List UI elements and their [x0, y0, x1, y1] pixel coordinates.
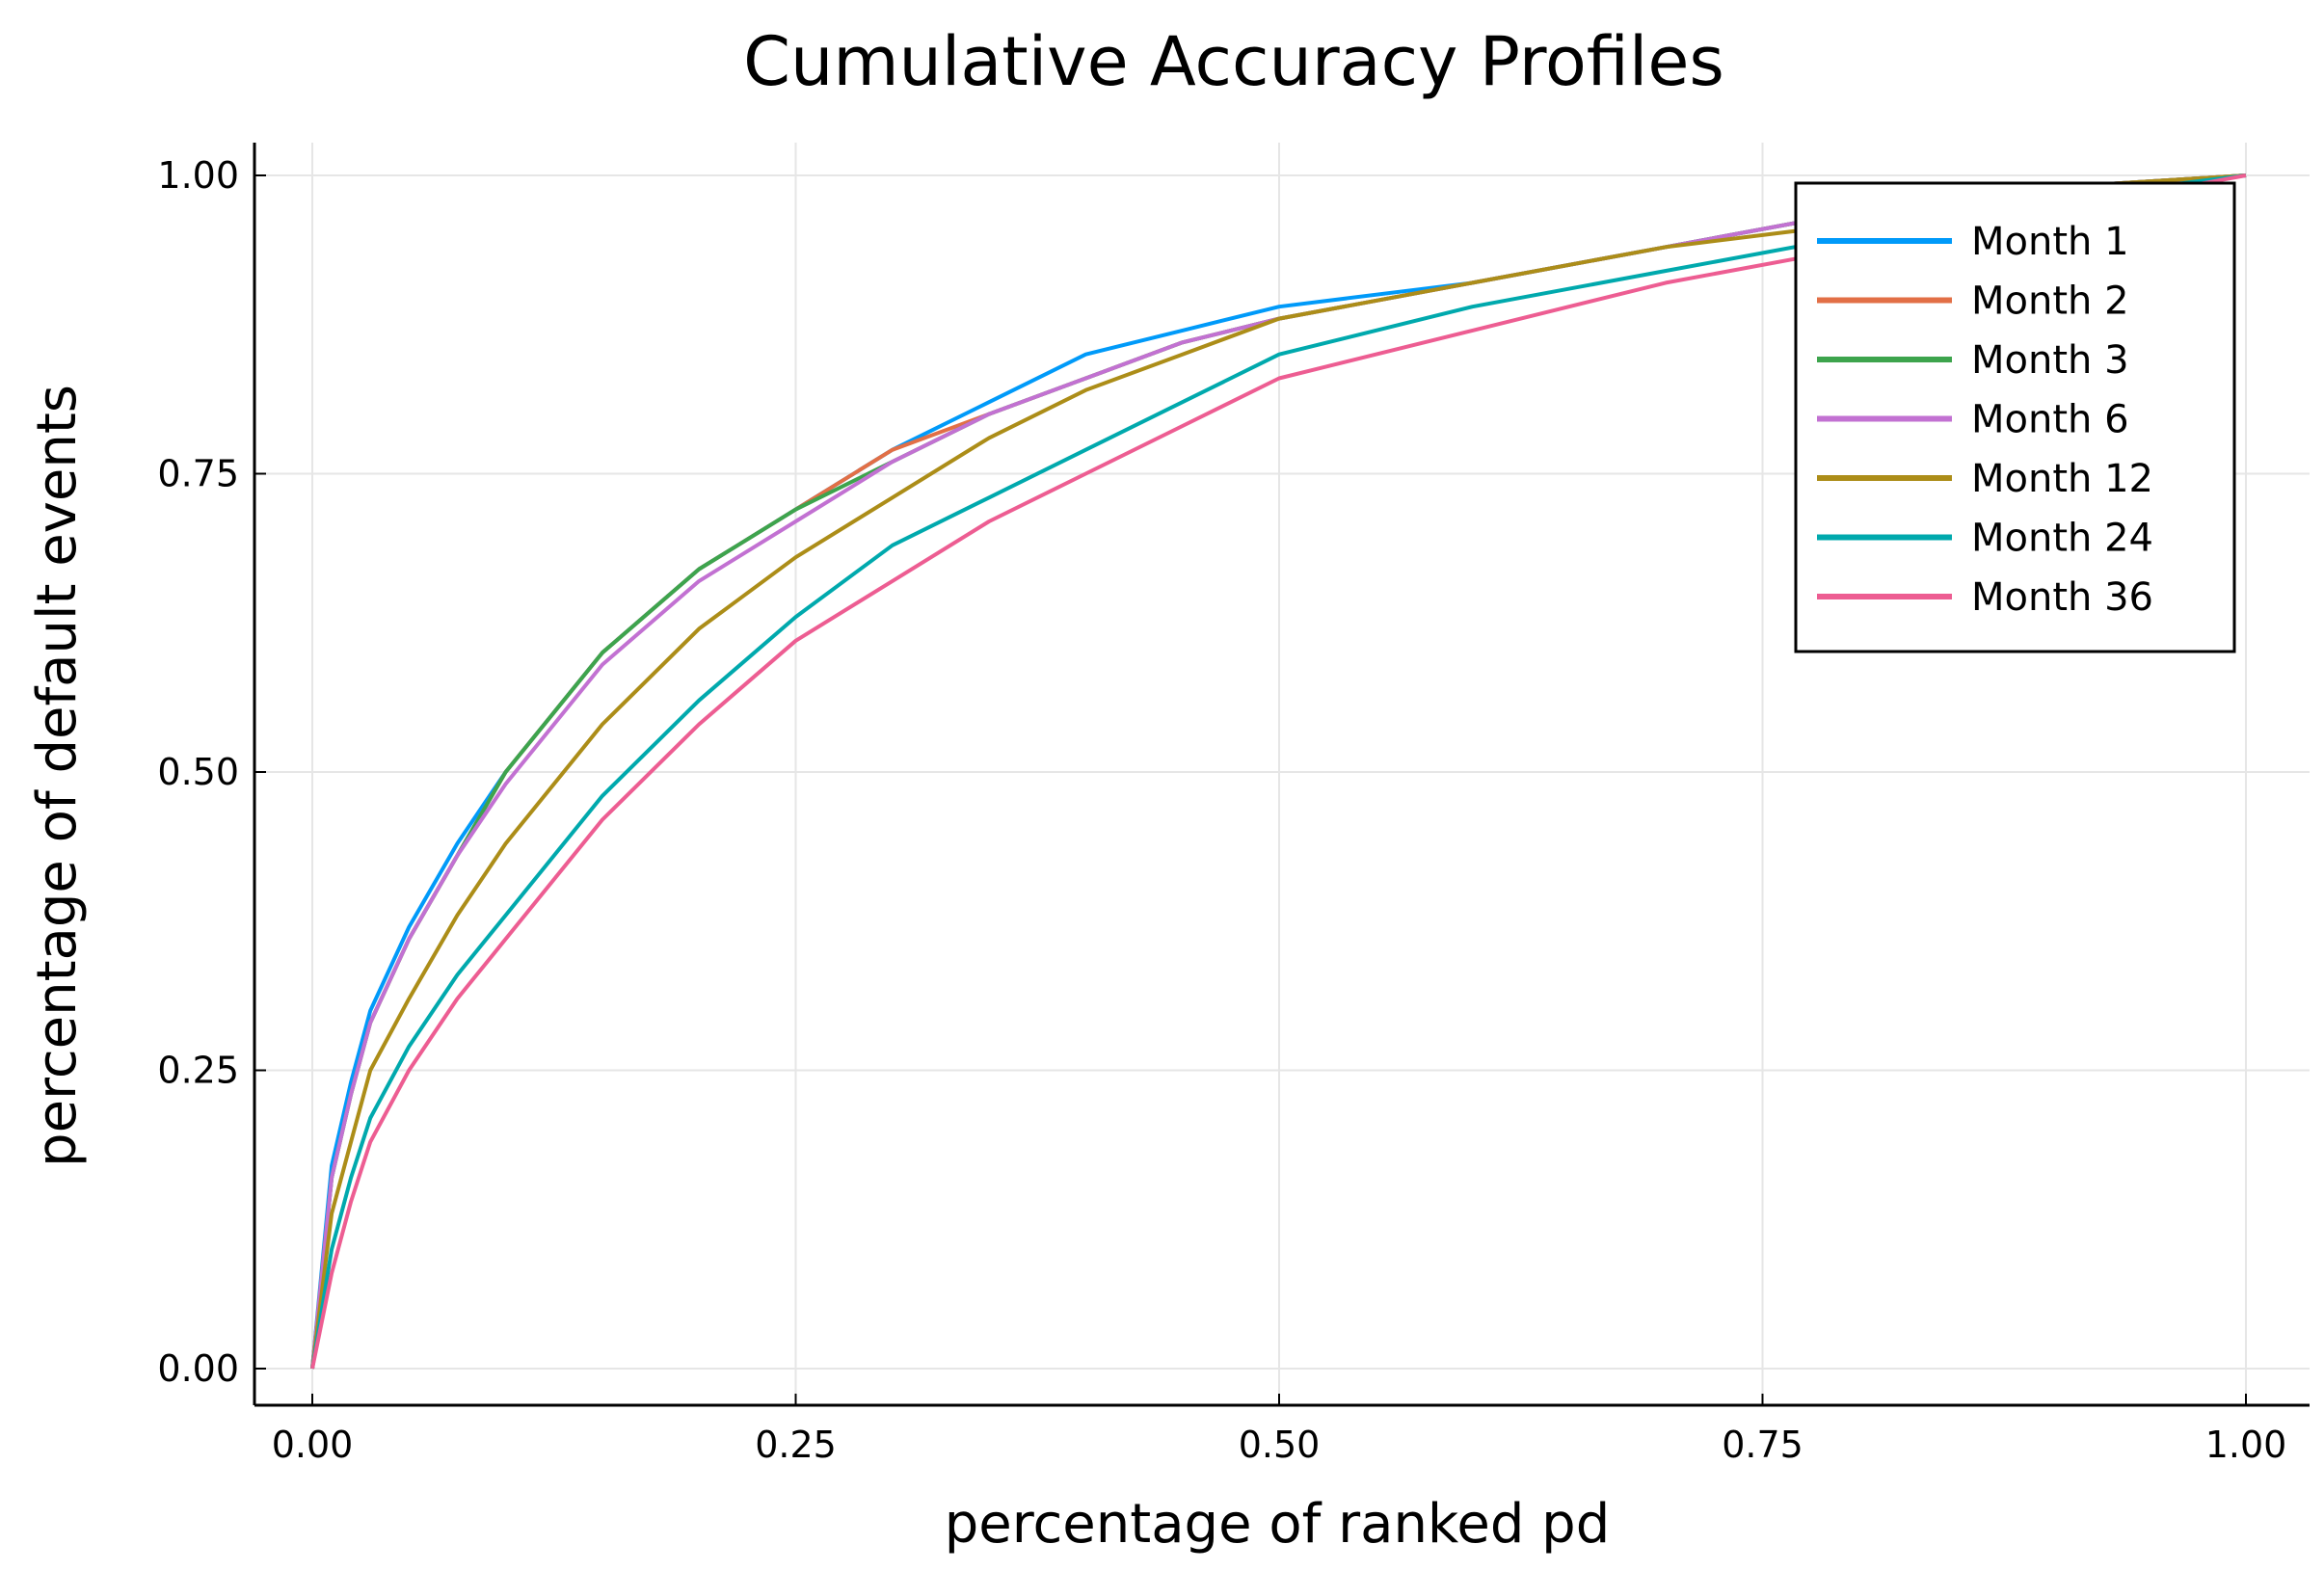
legend-label: Month 12: [1971, 457, 2153, 501]
series-line-month-24: [310, 173, 2247, 1370]
series-lines: [310, 173, 2247, 1370]
legend-label: Month 24: [1971, 517, 2153, 561]
x-tick-label: 1.00: [2205, 1424, 2287, 1466]
axes: [253, 143, 2310, 1407]
y-axis-label: percentage of default events: [26, 385, 89, 1167]
legend-label: Month 36: [1971, 575, 2153, 620]
y-ticks: 0.00 0.25 0.50 0.75 1.00: [157, 154, 266, 1390]
legend-label: Month 1: [1971, 220, 2129, 264]
x-tick-label: 0.00: [272, 1424, 354, 1466]
x-ticks: 0.00 0.25 0.50 0.75 1.00: [272, 1394, 2287, 1466]
y-tick-label: 0.50: [157, 751, 239, 793]
legend-label: Month 2: [1971, 280, 2129, 324]
legend-label: Month 6: [1971, 398, 2129, 442]
legend: Month 1 Month 2 Month 3 Month 6 Month 12 Mont…: [1794, 181, 2236, 653]
y-tick-label: 1.00: [157, 154, 239, 197]
y-tick-label: 0.00: [157, 1347, 239, 1390]
chart-title: Cumulative Accuracy Profiles: [743, 22, 1724, 101]
x-tick-label: 0.50: [1239, 1424, 1321, 1466]
x-axis-label: percentage of ranked pd: [945, 1493, 1611, 1556]
legend-label: Month 3: [1971, 338, 2129, 383]
y-tick-label: 0.75: [157, 453, 239, 495]
series-line-month-36: [310, 173, 2247, 1370]
series-line-month-12: [310, 173, 2247, 1370]
x-tick-label: 0.25: [755, 1424, 837, 1466]
x-tick-label: 0.75: [1722, 1424, 1803, 1466]
y-tick-label: 0.25: [157, 1050, 239, 1092]
